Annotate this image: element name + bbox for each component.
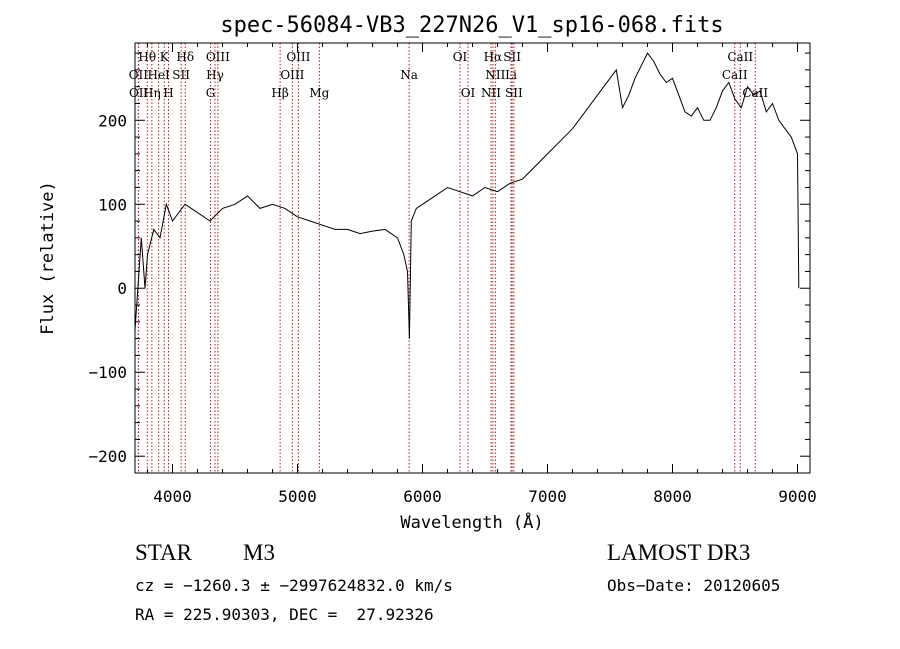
y-tick-label: −100 xyxy=(88,363,127,382)
redshift-line: cz = −1260.3 ± −2997624832.0 km/s xyxy=(135,576,453,595)
line-label: SII xyxy=(172,68,190,82)
line-label: HeI xyxy=(147,68,170,82)
obs-date: Obs−Date: 20120605 xyxy=(607,576,781,595)
line-label: NII xyxy=(481,86,501,100)
line-label: CaII xyxy=(727,50,753,64)
spectrum-line xyxy=(134,52,800,339)
plot-frame xyxy=(134,42,811,474)
line-label: CaII xyxy=(722,68,748,82)
x-axis: 4000 5000 6000 7000 8000 9000 xyxy=(147,43,817,506)
line-label: OI xyxy=(453,50,468,64)
chart-title: spec-56084-VB3_227N26_V1_sp16-068.fits xyxy=(220,13,723,38)
x-tick-label: 5000 xyxy=(278,487,317,506)
line-label: Hθ xyxy=(138,50,156,64)
plot-area xyxy=(134,52,800,339)
y-tick-label: 100 xyxy=(98,195,127,214)
line-label: CaII xyxy=(742,86,768,100)
line-label: OII xyxy=(129,68,149,82)
line-label: OI xyxy=(461,86,476,100)
x-tick-label: 9000 xyxy=(778,487,817,506)
line-label: G xyxy=(206,86,216,100)
line-label: Hη xyxy=(143,86,161,100)
line-label: OII xyxy=(129,86,149,100)
line-label: Hα xyxy=(484,50,503,64)
line-label: OIII xyxy=(280,68,304,82)
line-label: NII xyxy=(485,68,505,82)
y-tick-label: 200 xyxy=(98,111,127,130)
line-label: Hδ xyxy=(176,50,194,64)
line-label: OIII xyxy=(206,50,230,64)
line-label: SII xyxy=(505,86,523,100)
line-label: OIII xyxy=(286,50,310,64)
x-tick-label: 8000 xyxy=(653,487,692,506)
object-class: STAR xyxy=(135,540,192,565)
line-label: Hγ xyxy=(206,68,224,82)
line-label: Na xyxy=(400,68,418,82)
line-label: Mg xyxy=(309,86,329,100)
y-tick-label: −200 xyxy=(88,447,127,466)
line-label: K xyxy=(160,50,170,64)
y-tick-label: 0 xyxy=(117,279,127,298)
line-label: Li xyxy=(505,68,517,82)
y-axis: −200 −100 0 100 200 xyxy=(88,52,810,466)
y-axis-label: Flux (relative) xyxy=(38,181,58,335)
x-tick-label: 6000 xyxy=(403,487,442,506)
x-tick-label: 7000 xyxy=(528,487,567,506)
x-axis-label: Wavelength (Å) xyxy=(400,511,543,533)
spectral-line-markers xyxy=(137,43,756,473)
line-label: H xyxy=(163,86,173,100)
line-label: SII xyxy=(503,50,521,64)
ra-dec-line: RA = 225.90303, DEC = 27.92326 xyxy=(135,605,434,624)
object-subclass: M3 xyxy=(243,540,275,565)
x-tick-label: 4000 xyxy=(153,487,192,506)
line-label: Hβ xyxy=(271,86,288,100)
survey-name: LAMOST DR3 xyxy=(607,540,751,565)
